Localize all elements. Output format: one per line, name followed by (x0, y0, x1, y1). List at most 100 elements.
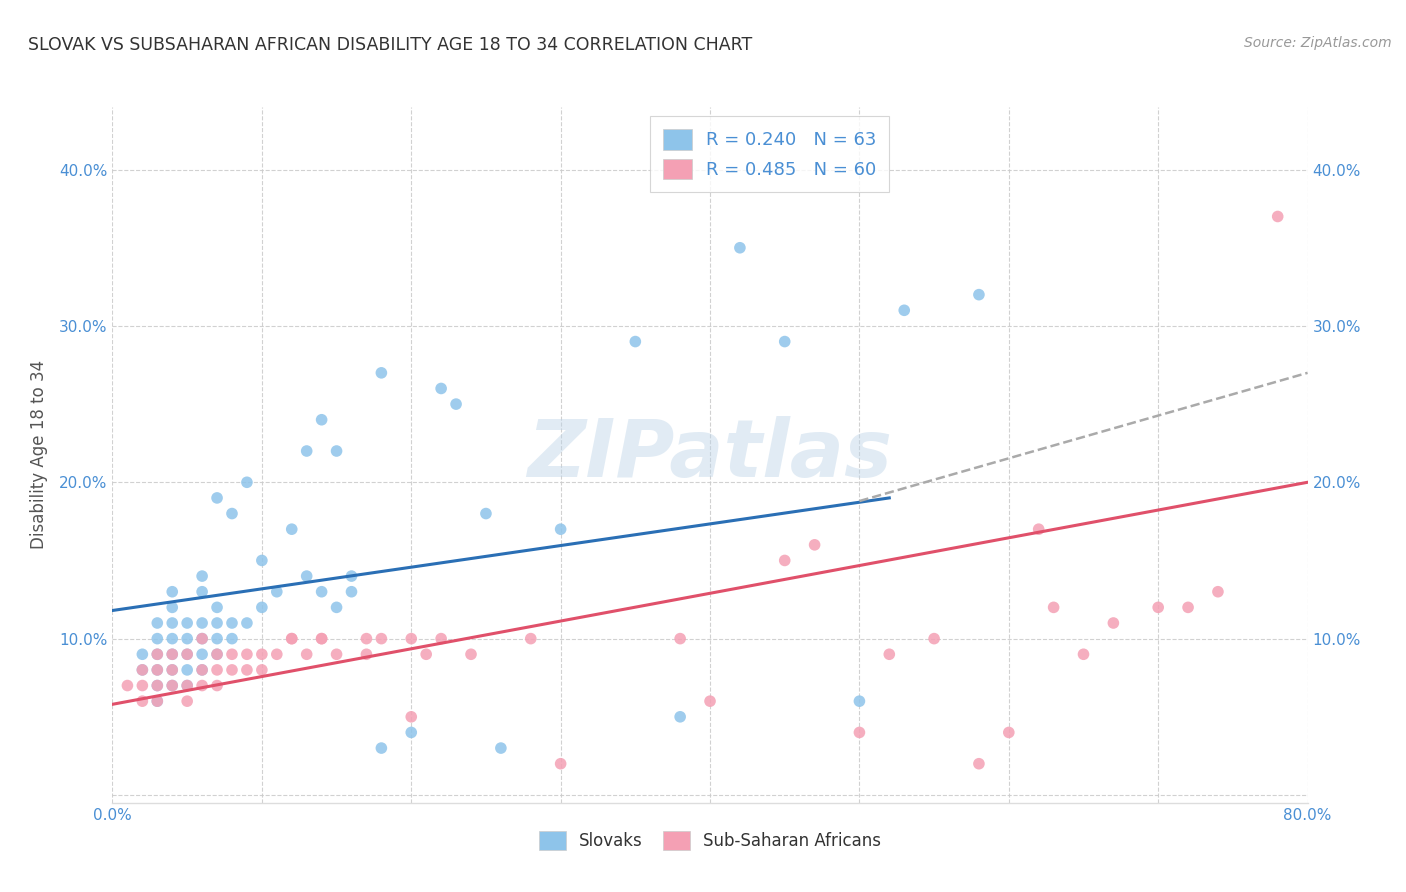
Point (520, 632, 543, 646)
Point (191, 663, 214, 677)
Point (176, 647, 198, 661)
Point (1028, 522, 1050, 536)
Point (146, 615, 169, 630)
Point (176, 694, 198, 708)
Point (356, 647, 378, 661)
Point (191, 647, 214, 661)
Point (146, 647, 169, 661)
Point (998, 725, 1021, 739)
Y-axis label: Disability Age 18 to 34: Disability Age 18 to 34 (30, 360, 48, 549)
Point (848, 725, 870, 739)
Point (401, 725, 423, 739)
Point (879, 647, 901, 661)
Point (1147, 600, 1170, 615)
Point (236, 647, 259, 661)
Point (370, 632, 392, 646)
Point (176, 647, 198, 661)
Point (295, 444, 318, 458)
Point (236, 475, 259, 490)
Point (281, 632, 304, 646)
Point (146, 632, 169, 646)
Point (205, 647, 228, 661)
Point (146, 679, 169, 693)
Point (221, 647, 243, 661)
Point (340, 569, 363, 583)
Point (162, 600, 183, 615)
Point (146, 694, 169, 708)
Point (295, 647, 318, 661)
Point (191, 679, 214, 693)
Point (266, 584, 288, 599)
Point (162, 615, 183, 630)
Point (176, 615, 198, 630)
Point (131, 663, 153, 677)
Point (1206, 584, 1229, 599)
Point (131, 694, 153, 708)
Point (550, 522, 572, 536)
Point (967, 756, 990, 771)
Point (311, 413, 333, 427)
Point (773, 334, 796, 349)
Point (281, 522, 304, 536)
Point (221, 663, 243, 677)
Point (162, 632, 183, 646)
Point (162, 663, 183, 677)
Point (325, 600, 347, 615)
Point (550, 756, 572, 771)
Point (162, 663, 183, 677)
Point (669, 632, 692, 646)
Point (191, 584, 214, 599)
Text: Source: ZipAtlas.com: Source: ZipAtlas.com (1244, 36, 1392, 50)
Point (893, 303, 915, 318)
Point (1042, 600, 1064, 615)
Point (205, 647, 228, 661)
Point (848, 694, 870, 708)
Point (205, 663, 228, 677)
Point (236, 663, 259, 677)
Point (1073, 647, 1095, 661)
Point (221, 632, 243, 646)
Point (205, 615, 228, 630)
Point (176, 679, 198, 693)
Point (728, 241, 751, 255)
Point (430, 632, 453, 646)
Point (370, 741, 392, 756)
Point (444, 397, 467, 411)
Text: SLOVAK VS SUBSAHARAN AFRICAN DISABILITY AGE 18 TO 34 CORRELATION CHART: SLOVAK VS SUBSAHARAN AFRICAN DISABILITY … (28, 36, 752, 54)
Point (176, 679, 198, 693)
Point (117, 679, 139, 693)
Point (250, 663, 273, 677)
Point (146, 694, 169, 708)
Point (250, 647, 273, 661)
Point (281, 632, 304, 646)
Point (205, 679, 228, 693)
Point (191, 615, 214, 630)
Point (1177, 600, 1199, 615)
Point (131, 679, 153, 693)
Point (131, 647, 153, 661)
Point (162, 647, 183, 661)
Point (669, 710, 692, 724)
Point (773, 553, 796, 567)
Point (311, 632, 333, 646)
Point (415, 647, 437, 661)
Point (236, 615, 259, 630)
Point (131, 663, 153, 677)
Point (803, 538, 825, 552)
Point (191, 632, 214, 646)
Point (460, 647, 482, 661)
Point (370, 366, 392, 380)
Point (922, 632, 945, 646)
Point (191, 663, 214, 677)
Point (146, 647, 169, 661)
Point (967, 287, 990, 301)
Point (430, 382, 453, 396)
Point (1102, 615, 1125, 630)
Point (699, 694, 721, 708)
Point (295, 569, 318, 583)
Point (489, 741, 512, 756)
Point (475, 507, 498, 521)
Point (221, 615, 243, 630)
Point (205, 632, 228, 646)
Point (191, 569, 214, 583)
